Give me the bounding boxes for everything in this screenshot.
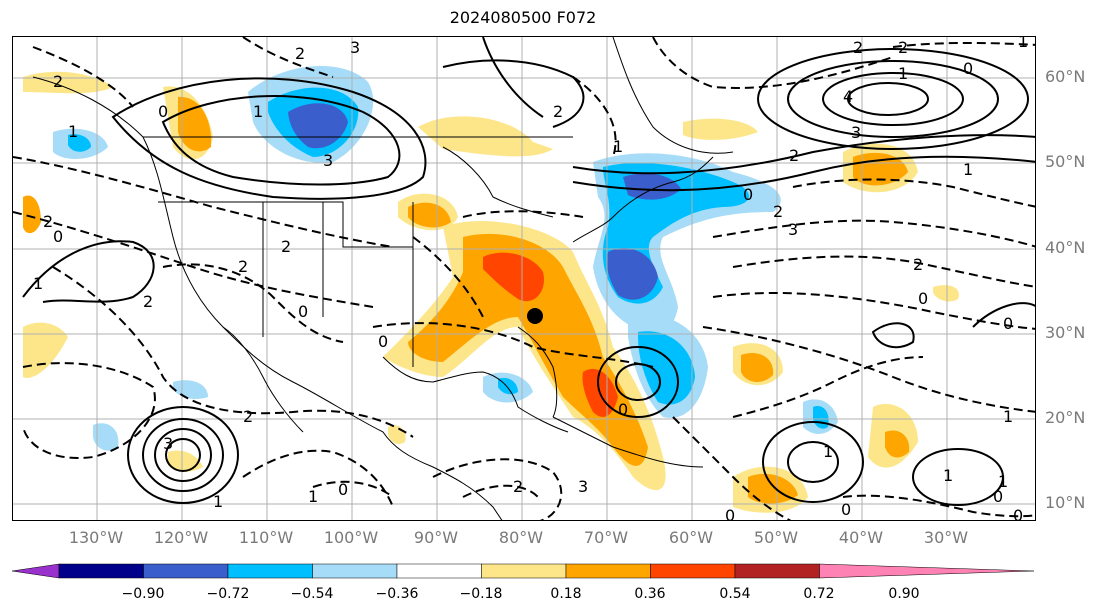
contour-label: 3: [163, 434, 173, 453]
colorbar-segment: [227, 563, 313, 579]
contour-label: 0: [158, 102, 168, 121]
contour-label: 0: [993, 487, 1003, 506]
contour-label: 1: [898, 64, 908, 83]
lon-label: 50°W: [753, 528, 799, 547]
lon-label: 130°W: [68, 528, 124, 547]
lon-label: 80°W: [498, 528, 544, 547]
contour-label: 4: [843, 87, 853, 106]
contour-label: 2: [789, 146, 799, 165]
contour-label: 2: [295, 44, 305, 63]
colorbar-segment: [312, 563, 398, 579]
station-marker-icon: [527, 308, 543, 324]
colorbar-tick: −0.90: [121, 586, 165, 602]
contour-label: 2: [913, 255, 923, 274]
contour-label: 3: [788, 220, 798, 239]
contour-label: 2: [143, 292, 153, 311]
contour-label: 1: [823, 442, 833, 461]
contour-label: 3: [350, 38, 360, 57]
lon-label: 60°W: [668, 528, 714, 547]
contour-label: 0: [53, 227, 63, 246]
contour-label: 1: [33, 274, 43, 293]
colorbar-segment: [58, 563, 144, 579]
contour-label: 0: [338, 480, 348, 499]
colorbar-extend-low: [11, 563, 60, 579]
contour-label: 1: [308, 487, 318, 506]
lat-label: 60°N: [1045, 67, 1086, 86]
contour-label: 3: [578, 477, 588, 496]
contour-label: 0: [918, 289, 928, 308]
colorbar: [11, 563, 1035, 579]
forecast-map: 2 3 2 2 1 3 4 3 2 1 0 2 2 3 2 0 1 0 2 1 …: [12, 36, 1036, 521]
contour-label: 2: [898, 38, 908, 57]
contour-label: 1: [613, 137, 623, 156]
contour-label: 0: [618, 400, 628, 419]
contour-label: 0: [1003, 314, 1013, 333]
contour-labels: 2 3 2 2 1 3 4 3 2 1 0 2 2 3 2 0 1 0 2 1 …: [33, 37, 1028, 521]
colorbar-tick: 0.72: [803, 586, 835, 602]
colorbar-tick: 0.36: [634, 586, 666, 602]
contour-label: 3: [323, 151, 333, 170]
colorbar-segment: [481, 563, 567, 579]
contour-label: 1: [963, 160, 973, 179]
lat-label: 50°N: [1045, 152, 1086, 171]
colorbar-segment: [650, 563, 736, 579]
contour-label: 1: [68, 122, 78, 141]
colorbar-segment: [143, 563, 229, 579]
lat-label: 30°N: [1045, 323, 1086, 342]
colorbar-tick: −0.36: [375, 586, 419, 602]
contour-label: 2: [281, 237, 291, 256]
colorbar-segment: [565, 563, 651, 579]
contour-label: 2: [553, 102, 563, 121]
contour-label: 0: [743, 185, 753, 204]
lat-label: 40°N: [1045, 238, 1086, 257]
contour-label: 2: [238, 257, 248, 276]
contour-label: 1: [998, 472, 1008, 491]
lon-label: 120°W: [153, 528, 209, 547]
map-title: 2024080500 F072: [449, 8, 597, 27]
contour-label: 2: [53, 72, 63, 91]
contour-label: 3: [851, 123, 861, 142]
colorbar-extend-high: [819, 563, 1035, 579]
colorbar-tick: −0.72: [206, 586, 250, 602]
lon-label: 40°W: [838, 528, 884, 547]
negative-contours: [13, 37, 1035, 520]
colorbar-tick: −0.54: [290, 586, 334, 602]
lat-label: 20°N: [1045, 408, 1086, 427]
contour-label: 0: [378, 332, 388, 351]
contour-label: 2: [853, 38, 863, 57]
contour-label: 1: [213, 492, 223, 511]
contour-label: 0: [963, 59, 973, 78]
positive-contours: [22, 37, 1035, 506]
contour-label: 0: [298, 302, 308, 321]
lat-label: 10°N: [1045, 493, 1086, 512]
colorbar-tick: 0.18: [550, 586, 582, 602]
contour-label: 2: [243, 407, 253, 426]
contour-label: 0: [841, 500, 851, 519]
contour-label: 1: [253, 102, 263, 121]
lon-label: 90°W: [413, 528, 459, 547]
colorbar-tick: −0.18: [459, 586, 503, 602]
colorbar-segment: [734, 563, 820, 579]
contour-label: 1: [1018, 37, 1028, 51]
graticule: [13, 37, 1035, 520]
colorbar-tick: 0.90: [888, 586, 920, 602]
contour-label: 2: [513, 477, 523, 496]
contour-label: 2: [43, 212, 53, 231]
lon-label: 30°W: [923, 528, 969, 547]
contour-label: 1: [1003, 407, 1013, 426]
lon-label: 70°W: [583, 528, 629, 547]
contour-label: 0: [725, 506, 735, 521]
contour-label: 2: [773, 202, 783, 221]
contour-label: 0: [1013, 506, 1023, 521]
lon-label: 100°W: [323, 528, 379, 547]
colorbar-segment: [396, 563, 482, 579]
colorbar-tick: 0.54: [719, 586, 751, 602]
contour-label: 1: [943, 466, 953, 485]
lon-label: 110°W: [238, 528, 294, 547]
